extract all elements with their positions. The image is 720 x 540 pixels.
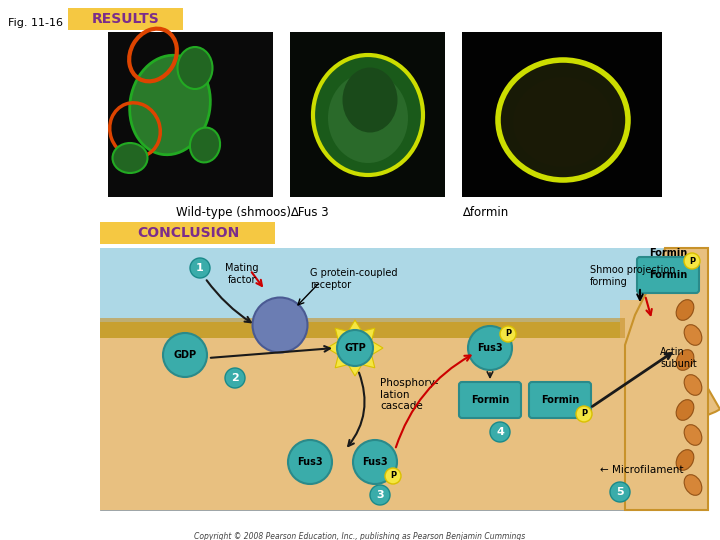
Circle shape — [163, 333, 207, 377]
Ellipse shape — [513, 77, 613, 167]
Circle shape — [468, 326, 512, 370]
Text: 4: 4 — [496, 427, 504, 437]
Ellipse shape — [178, 47, 212, 89]
FancyBboxPatch shape — [637, 257, 699, 293]
Text: Actin
subunit: Actin subunit — [660, 347, 697, 369]
Circle shape — [576, 406, 592, 422]
Text: 3: 3 — [376, 490, 384, 500]
Text: 2: 2 — [231, 373, 239, 383]
FancyBboxPatch shape — [459, 382, 521, 418]
Ellipse shape — [684, 375, 702, 395]
Ellipse shape — [684, 325, 702, 346]
Wedge shape — [640, 340, 720, 420]
Text: 1: 1 — [196, 263, 204, 273]
Text: Formin: Formin — [541, 395, 579, 405]
Text: ∆Fus 3: ∆Fus 3 — [290, 206, 328, 219]
FancyBboxPatch shape — [100, 322, 620, 338]
Ellipse shape — [676, 400, 694, 420]
FancyBboxPatch shape — [100, 248, 708, 338]
Ellipse shape — [676, 350, 694, 370]
Text: GDP: GDP — [174, 350, 197, 360]
FancyBboxPatch shape — [100, 248, 708, 510]
Text: Fig. 11-16: Fig. 11-16 — [8, 18, 63, 28]
Text: P: P — [390, 471, 396, 481]
FancyBboxPatch shape — [290, 32, 445, 197]
Polygon shape — [620, 318, 625, 338]
Text: P: P — [581, 409, 587, 418]
Ellipse shape — [190, 127, 220, 163]
Circle shape — [190, 258, 210, 278]
Ellipse shape — [684, 424, 702, 445]
Circle shape — [385, 468, 401, 484]
Text: Formin: Formin — [649, 270, 687, 280]
Text: CONCLUSION: CONCLUSION — [137, 226, 239, 240]
Circle shape — [610, 482, 630, 502]
Text: GTP: GTP — [344, 343, 366, 353]
FancyBboxPatch shape — [529, 382, 591, 418]
Ellipse shape — [253, 298, 307, 353]
Ellipse shape — [130, 55, 210, 155]
Ellipse shape — [112, 143, 148, 173]
FancyBboxPatch shape — [68, 8, 183, 30]
FancyBboxPatch shape — [620, 300, 708, 510]
Polygon shape — [625, 248, 708, 510]
Text: Shmoo projection
forming: Shmoo projection forming — [590, 265, 675, 287]
Polygon shape — [327, 320, 383, 376]
Circle shape — [337, 330, 373, 366]
Ellipse shape — [328, 73, 408, 163]
Ellipse shape — [676, 450, 694, 470]
Circle shape — [684, 253, 700, 269]
Text: Fus3: Fus3 — [297, 457, 323, 467]
FancyBboxPatch shape — [100, 318, 630, 338]
Text: Formin: Formin — [649, 248, 687, 258]
FancyBboxPatch shape — [100, 338, 620, 510]
Circle shape — [370, 485, 390, 505]
Text: Fus3: Fus3 — [477, 343, 503, 353]
Text: Fus3: Fus3 — [362, 457, 388, 467]
Text: G protein-coupled
receptor: G protein-coupled receptor — [310, 268, 397, 289]
Text: Copyright © 2008 Pearson Education, Inc., publishing as Pearson Benjamin Cumming: Copyright © 2008 Pearson Education, Inc.… — [194, 532, 526, 540]
Circle shape — [500, 326, 516, 342]
FancyBboxPatch shape — [462, 32, 662, 197]
Text: ∆formin: ∆formin — [462, 206, 508, 219]
Text: Mating
factor: Mating factor — [225, 263, 258, 285]
FancyBboxPatch shape — [108, 32, 273, 197]
Ellipse shape — [313, 55, 423, 175]
Ellipse shape — [343, 68, 397, 132]
Circle shape — [288, 440, 332, 484]
Text: Phosphory-
lation
cascade: Phosphory- lation cascade — [380, 378, 438, 411]
Circle shape — [353, 440, 397, 484]
Text: Wild-type (shmoos): Wild-type (shmoos) — [176, 206, 290, 219]
Text: Formin: Formin — [471, 395, 509, 405]
Circle shape — [225, 368, 245, 388]
Ellipse shape — [684, 475, 702, 495]
FancyBboxPatch shape — [100, 222, 275, 244]
Text: 5: 5 — [616, 487, 624, 497]
Text: ← Microfilament: ← Microfilament — [600, 465, 683, 475]
Ellipse shape — [676, 300, 694, 320]
Circle shape — [490, 422, 510, 442]
Text: P: P — [689, 256, 695, 266]
FancyBboxPatch shape — [100, 330, 708, 510]
Text: P: P — [505, 329, 511, 339]
Ellipse shape — [498, 60, 628, 180]
Text: RESULTS: RESULTS — [92, 12, 160, 26]
